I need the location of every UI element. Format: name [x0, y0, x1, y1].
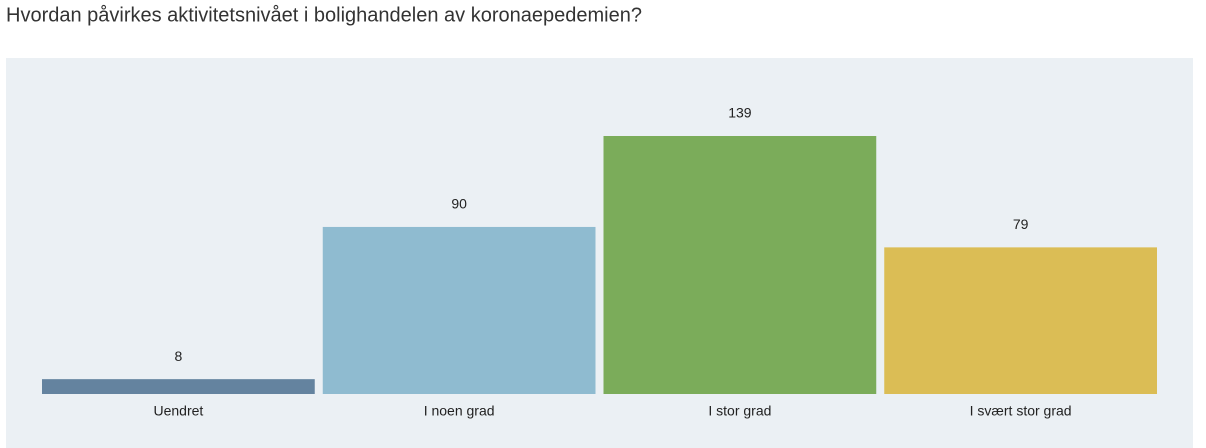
x-tick-label: Uendret [153, 403, 203, 419]
x-tick-label: I stor grad [708, 403, 771, 419]
x-tick-label: I noen grad [424, 403, 495, 419]
value-label: 8 [174, 348, 182, 364]
value-label: 90 [451, 196, 467, 212]
value-label: 139 [728, 105, 752, 121]
bar [603, 136, 877, 394]
x-tick-label: I svært stor grad [970, 403, 1072, 419]
bar [322, 226, 596, 394]
value-label: 79 [1013, 216, 1029, 232]
bar [884, 247, 1157, 394]
bar [42, 379, 315, 394]
chart-title: Hvordan påvirkes aktivitetsnivået i boli… [6, 4, 642, 26]
